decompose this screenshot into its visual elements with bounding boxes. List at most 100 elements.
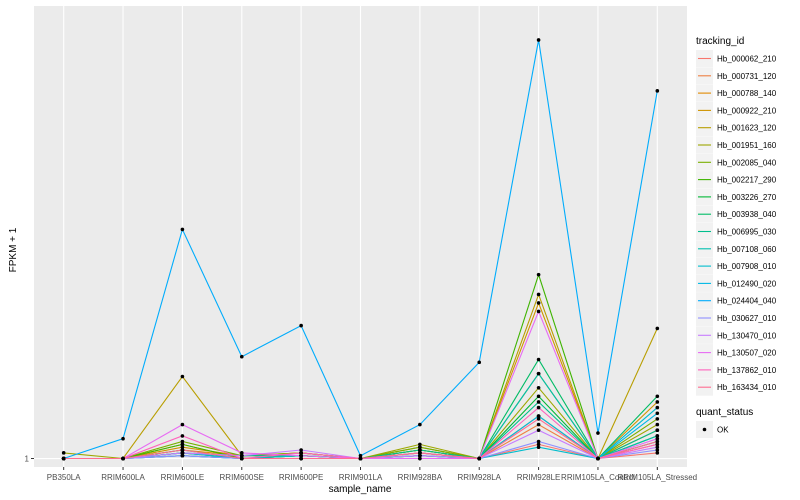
data-point xyxy=(655,422,660,427)
legend-label: Hb_012490_020 xyxy=(717,279,777,288)
data-point xyxy=(655,442,660,447)
data-point xyxy=(299,323,303,328)
data-point xyxy=(239,453,244,458)
point-legend: OK xyxy=(696,421,729,438)
data-point xyxy=(239,456,244,461)
data-point xyxy=(180,422,185,427)
y-tick-labels: 1 xyxy=(25,455,34,464)
data-point xyxy=(655,326,660,331)
data-point xyxy=(655,434,660,438)
data-point xyxy=(536,405,541,410)
data-point xyxy=(418,451,422,455)
x-tick-label: RRIM600LE xyxy=(161,473,205,482)
data-point xyxy=(655,411,660,416)
data-point xyxy=(536,439,541,444)
point-legend-label: OK xyxy=(717,426,729,435)
data-point xyxy=(655,89,660,93)
data-point xyxy=(536,309,541,314)
x-tick-label: PB350LA xyxy=(47,473,81,482)
data-points xyxy=(61,38,660,461)
x-tick-label: RRIM105LA_Control xyxy=(561,473,635,482)
legend-label: Hb_002217_290 xyxy=(717,176,777,185)
data-point xyxy=(536,371,541,376)
data-point xyxy=(180,448,185,452)
data-point xyxy=(358,456,363,461)
data-point xyxy=(61,451,66,455)
data-point xyxy=(418,445,422,450)
data-point xyxy=(655,439,660,444)
data-point xyxy=(536,301,541,305)
data-point xyxy=(596,431,600,435)
data-point xyxy=(536,445,541,450)
data-point xyxy=(418,448,422,452)
data-point xyxy=(536,292,541,297)
data-point xyxy=(239,354,244,359)
data-point xyxy=(655,448,660,452)
data-point xyxy=(477,456,482,461)
data-point xyxy=(180,227,185,232)
data-point xyxy=(180,374,185,379)
legend-label: Hb_130470_010 xyxy=(717,331,777,340)
data-point xyxy=(299,448,303,452)
data-point xyxy=(536,428,541,433)
data-point xyxy=(121,456,125,461)
y-tick-label: 1 xyxy=(25,455,30,464)
point-legend-key-dot xyxy=(702,427,707,432)
legend-label: Hb_002085_040 xyxy=(717,158,777,167)
x-axis-title: sample_name xyxy=(329,484,392,495)
x-tick-label: RRIM600LA xyxy=(101,473,145,482)
legend-title: tracking_id xyxy=(696,36,744,47)
legend: Hb_000062_210 Hb_000731_120 Hb_000788_140 H… xyxy=(696,50,777,396)
x-tick-label: RRIM600SE xyxy=(220,473,264,482)
data-point xyxy=(536,357,541,362)
legend-label: Hb_007908_010 xyxy=(717,262,777,271)
data-point xyxy=(418,453,422,458)
data-point xyxy=(358,453,363,458)
data-point xyxy=(536,417,541,421)
data-point xyxy=(596,456,600,461)
data-point xyxy=(477,360,482,365)
legend-label: Hb_006995_030 xyxy=(717,228,777,237)
legend-label: Hb_003226_270 xyxy=(717,193,777,202)
legend-label: Hb_000788_140 xyxy=(717,89,777,98)
x-tick-label: RRIM600PE xyxy=(279,473,323,482)
data-point xyxy=(180,442,185,447)
legend-label: Hb_024404_040 xyxy=(717,297,777,306)
data-point xyxy=(536,272,541,277)
legend-label: Hb_163434_010 xyxy=(717,383,777,392)
data-point xyxy=(655,436,660,441)
data-point xyxy=(536,414,541,418)
legend-label: Hb_007108_060 xyxy=(717,245,777,254)
data-point xyxy=(121,436,125,441)
legend-label: Hb_000062_210 xyxy=(717,55,777,64)
data-point xyxy=(61,456,66,461)
legend-label: Hb_003938_040 xyxy=(717,210,777,219)
data-point xyxy=(536,386,541,390)
data-point xyxy=(180,453,185,458)
data-point xyxy=(655,417,660,421)
data-point xyxy=(418,456,422,461)
data-point xyxy=(180,451,185,455)
data-point xyxy=(536,422,541,427)
data-point xyxy=(239,451,244,455)
legend-label: Hb_001951_160 xyxy=(717,141,777,150)
point-legend-title: quant_status xyxy=(696,407,753,418)
x-tick-label: RRIM928BA xyxy=(398,473,443,482)
legend-label: Hb_137862_010 xyxy=(717,366,777,375)
x-tick-label: RRIM105LA_Stressed xyxy=(618,473,698,482)
legend-label: Hb_001623_120 xyxy=(717,124,777,133)
data-point xyxy=(536,400,541,404)
data-point xyxy=(418,422,422,427)
x-tick-label: RRIM928LE xyxy=(517,473,561,482)
data-point xyxy=(180,439,185,444)
x-tick-labels: PB350LA RRIM600LA RRIM600LE RRIM600SE RRIM60… xyxy=(47,467,697,482)
data-point xyxy=(180,434,185,438)
data-point xyxy=(655,394,660,399)
x-tick-label: RRIM928LA xyxy=(457,473,501,482)
data-point xyxy=(655,400,660,404)
data-point xyxy=(536,38,541,42)
data-point xyxy=(299,456,303,461)
x-tick-label: RRIM901LA xyxy=(339,473,383,482)
data-point xyxy=(299,451,303,455)
